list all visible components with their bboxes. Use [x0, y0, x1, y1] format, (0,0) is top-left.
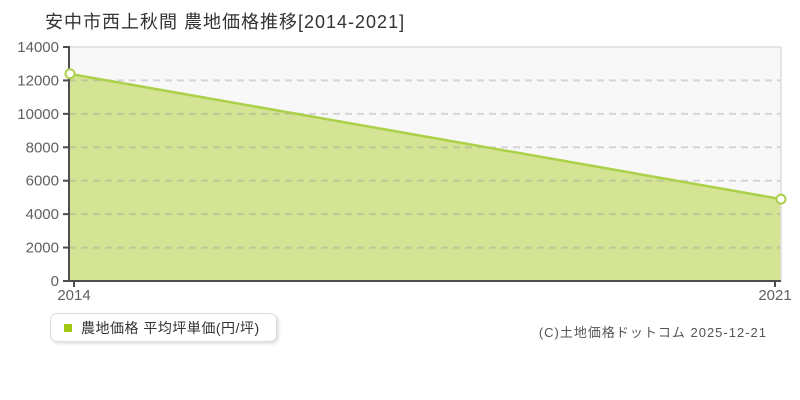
legend-series-label: 農地価格 平均坪単価(円/坪) [81, 319, 260, 336]
y-axis-label-10000: 10000 [17, 106, 59, 123]
copyright-text: (C)土地価格ドットコム 2025-12-21 [538, 325, 767, 340]
x-axis-label-2014: 2014 [57, 287, 90, 304]
y-axis-label-8000: 8000 [26, 139, 59, 156]
y-axis-label-4000: 4000 [26, 206, 59, 223]
legend: 農地価格 平均坪単価(円/坪) [50, 313, 277, 342]
y-axis-label-0: 0 [51, 273, 59, 290]
legend-series-marker-icon [64, 323, 72, 332]
series-line [68, 72, 782, 201]
y-axis-label-2000: 2000 [26, 240, 59, 257]
y-axis-label-12000: 12000 [17, 72, 59, 89]
data-point-2014[interactable] [64, 68, 76, 80]
data-point-2021[interactable] [775, 193, 787, 205]
y-axis-label-14000: 14000 [17, 39, 59, 56]
chart-title: 安中市西上秋間 農地価格推移[2014-2021] [45, 12, 406, 32]
series-area-fill [69, 73, 781, 281]
x-axis-label-2021: 2021 [758, 287, 791, 304]
y-axis-label-6000: 6000 [26, 173, 59, 190]
